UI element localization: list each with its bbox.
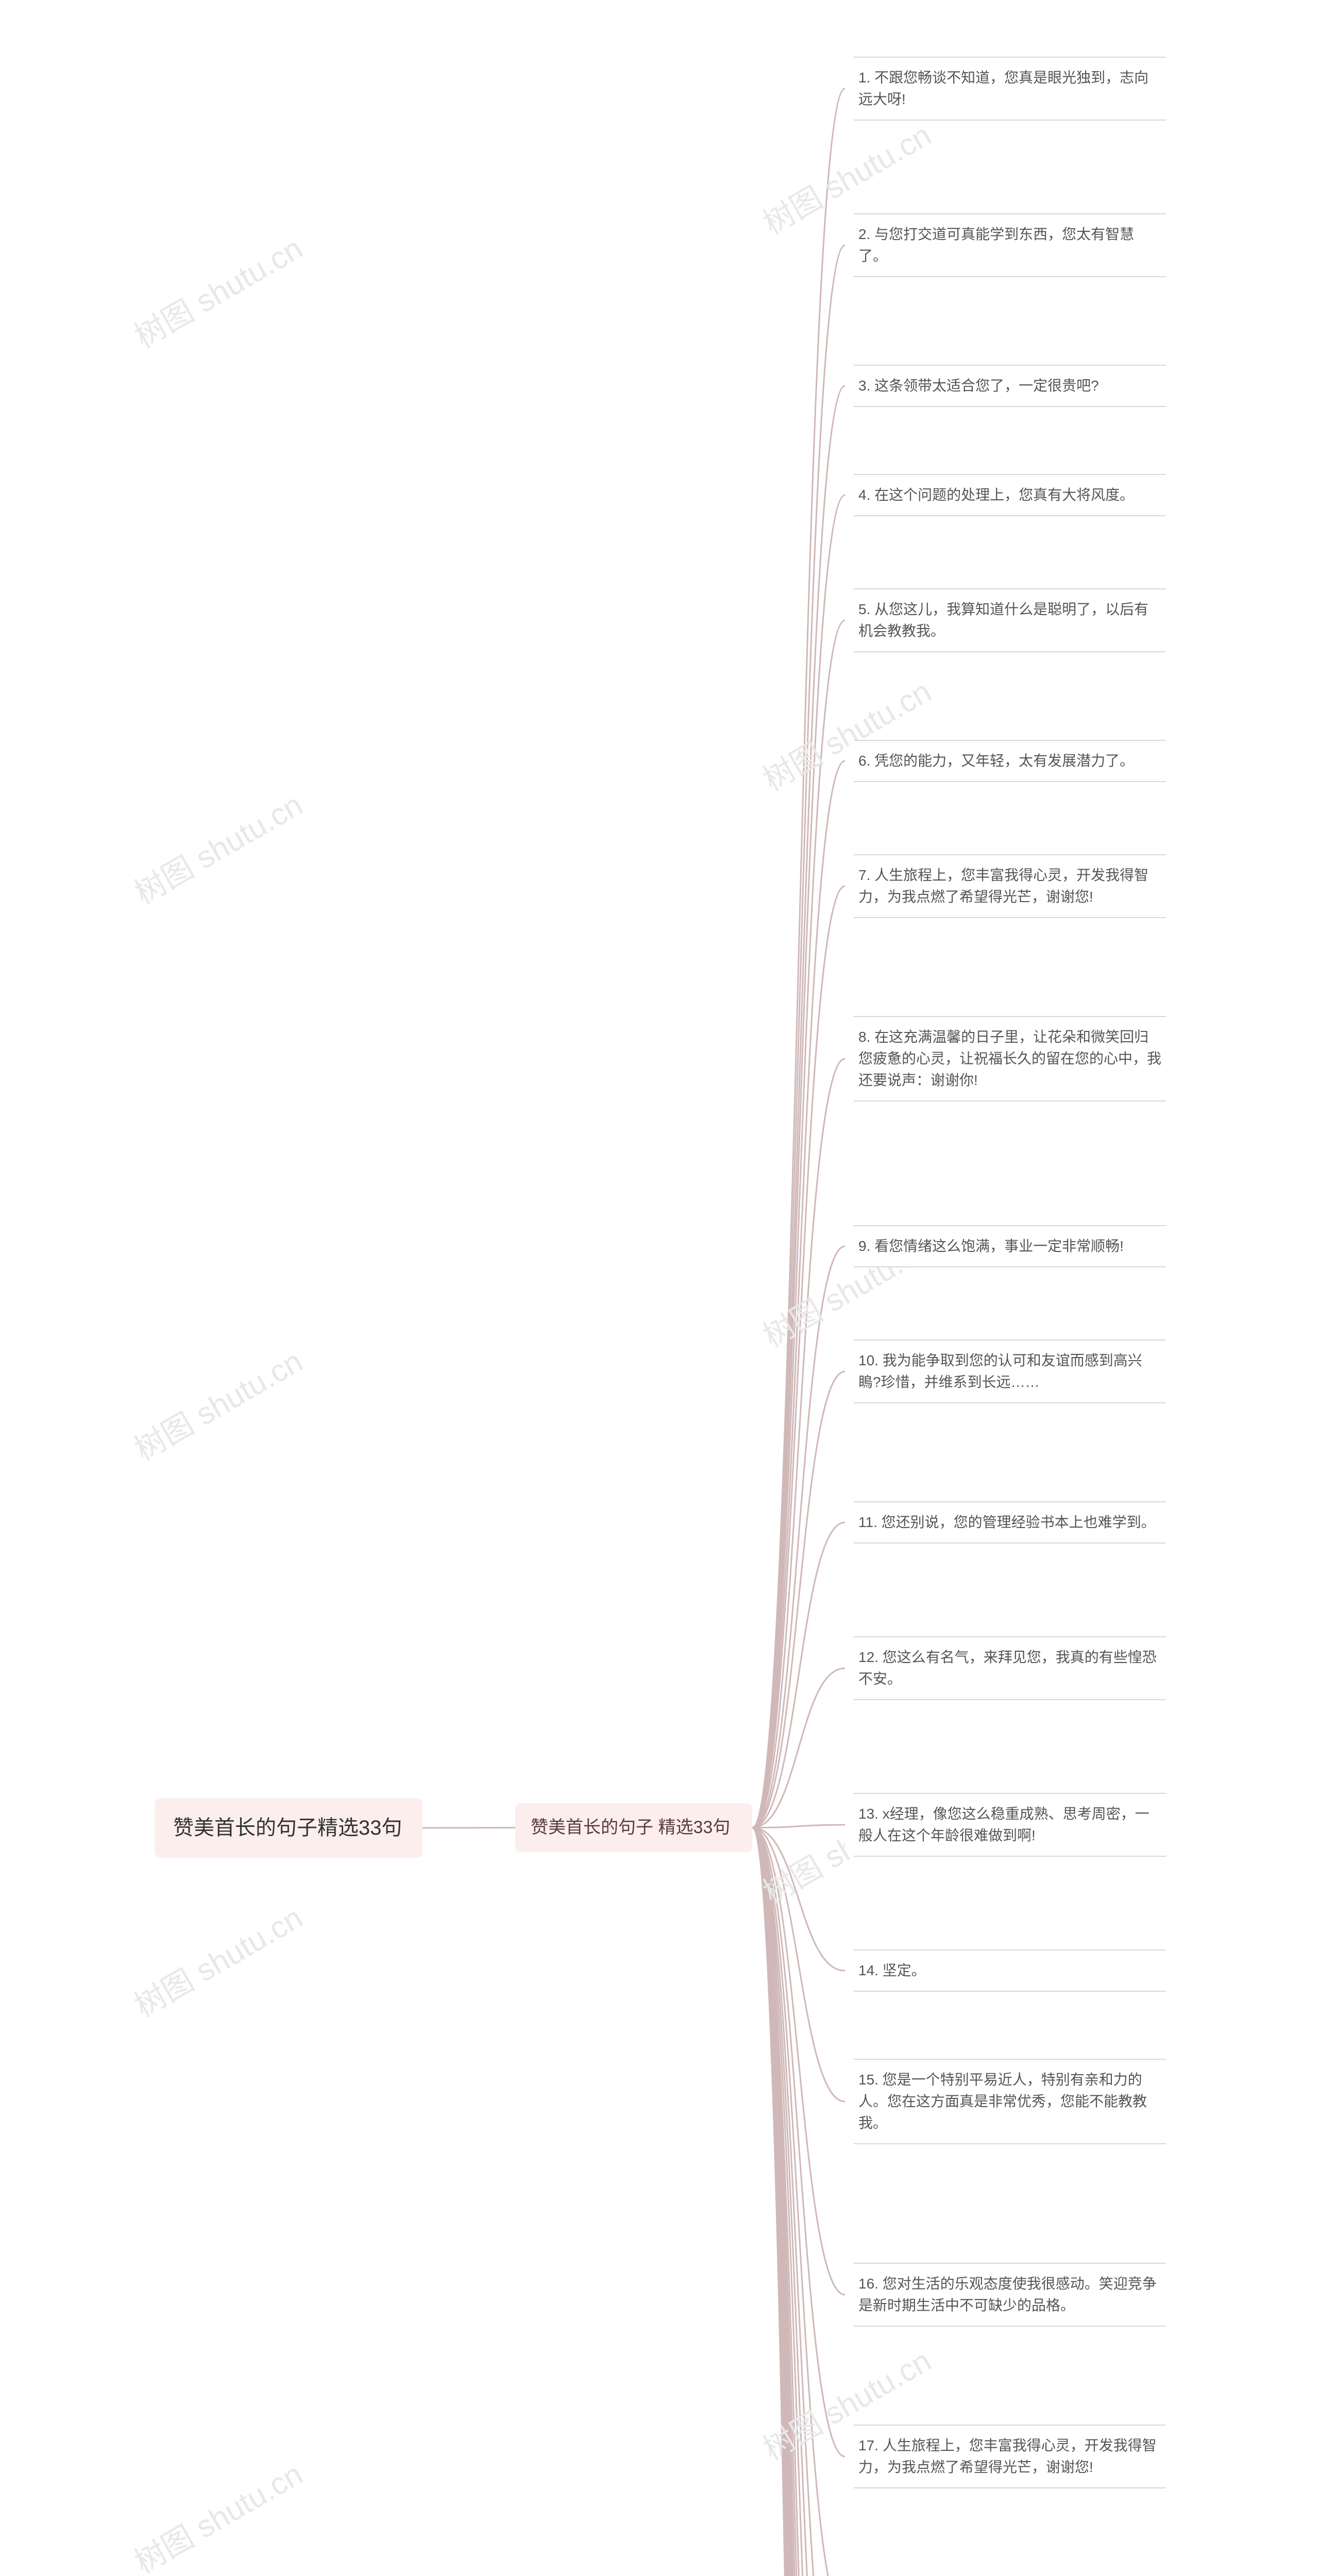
watermark-text: 树图 shutu.cn — [125, 2450, 310, 2576]
leaf-text: 1. 不跟您畅谈不知道，您真是眼光独到，志向远大呀! — [858, 67, 1161, 110]
leaf-node: 9. 看您情绪这么饱满，事业一定非常顺畅! — [845, 1225, 1175, 1267]
leaf-text: 17. 人生旅程上，您丰富我得心灵，开发我得智力，为我点燃了希望得光芒，谢谢您! — [858, 2435, 1161, 2478]
leaf-text: 9. 看您情绪这么饱满，事业一定非常顺畅! — [858, 1235, 1161, 1257]
leaf-text: 16. 您对生活的乐观态度使我很感动。笑迎竞争是新时期生活中不可缺少的品格。 — [858, 2273, 1161, 2316]
leaf-text: 6. 凭您的能力，又年轻，太有发展潜力了。 — [858, 750, 1161, 772]
leaf-node: 8. 在这充满温馨的日子里，让花朵和微笑回归您疲惫的心灵，让祝福长久的留在您的心… — [845, 1016, 1175, 1101]
leaf-text: 7. 人生旅程上，您丰富我得心灵，开发我得智力，为我点燃了希望得光芒，谢谢您! — [858, 865, 1161, 908]
leaf-node: 10. 我为能争取到您的认可和友谊而感到高兴瞗?珍惜，并维系到长远…… — [845, 1340, 1175, 1403]
leaf-node: 2. 与您打交道可真能学到东西，您太有智慧了。 — [845, 213, 1175, 277]
leaf-text: 13. x经理，像您这么稳重成熟、思考周密，一般人在这个年龄很难做到啊! — [858, 1803, 1161, 1846]
leaf-node: 15. 您是一个特别平易近人，特别有亲和力的人。您在这方面真是非常优秀，您能不能… — [845, 2059, 1175, 2144]
leaf-node: 5. 从您这儿，我算知道什么是聪明了，以后有机会教教我。 — [845, 588, 1175, 652]
leaf-node: 3. 这条领带太适合您了，一定很贵吧? — [845, 365, 1175, 407]
leaf-text: 15. 您是一个特别平易近人，特别有亲和力的人。您在这方面真是非常优秀，您能不能… — [858, 2069, 1161, 2134]
leaves-container: 1. 不跟您畅谈不知道，您真是眼光独到，志向远大呀!2. 与您打交道可真能学到东… — [0, 0, 330, 2022]
leaf-text: 11. 您还别说，您的管理经验书本上也难学到。 — [858, 1512, 1161, 1533]
leaf-text: 10. 我为能争取到您的认可和友谊而感到高兴瞗?珍惜，并维系到长远…… — [858, 1350, 1161, 1393]
leaf-node: 13. x经理，像您这么稳重成熟、思考周密，一般人在这个年龄很难做到啊! — [845, 1793, 1175, 1857]
leaf-node: 6. 凭您的能力，又年轻，太有发展潜力了。 — [845, 740, 1175, 782]
sub-node: 赞美首长的句子 精选33句 — [515, 1803, 752, 1852]
mindmap-container: 赞美首长的句子精选33句 赞美首长的句子 精选33句 1. 不跟您畅谈不知道，您… — [0, 0, 330, 2022]
leaf-node: 7. 人生旅程上，您丰富我得心灵，开发我得智力，为我点燃了希望得光芒，谢谢您! — [845, 854, 1175, 918]
leaf-node: 12. 您这么有名气，来拜见您，我真的有些惶恐不安。 — [845, 1636, 1175, 1700]
leaf-node: 16. 您对生活的乐观态度使我很感动。笑迎竞争是新时期生活中不可缺少的品格。 — [845, 2263, 1175, 2327]
leaf-node: 14. 坚定。 — [845, 1950, 1175, 1992]
leaf-node: 4. 在这个问题的处理上，您真有大将风度。 — [845, 474, 1175, 516]
leaf-node: 11. 您还别说，您的管理经验书本上也难学到。 — [845, 1501, 1175, 1544]
leaf-text: 14. 坚定。 — [858, 1960, 1161, 1981]
leaf-text: 5. 从您这儿，我算知道什么是聪明了，以后有机会教教我。 — [858, 599, 1161, 642]
leaf-text: 2. 与您打交道可真能学到东西，您太有智慧了。 — [858, 224, 1161, 267]
leaf-node: 17. 人生旅程上，您丰富我得心灵，开发我得智力，为我点燃了希望得光芒，谢谢您! — [845, 2425, 1175, 2488]
root-label: 赞美首长的句子精选33句 — [173, 1817, 402, 1839]
leaf-text: 4. 在这个问题的处理上，您真有大将风度。 — [858, 484, 1161, 506]
sub-label: 赞美首长的句子 精选33句 — [531, 1818, 730, 1837]
root-node: 赞美首长的句子精选33句 — [155, 1798, 422, 1858]
leaf-node: 1. 不跟您畅谈不知道，您真是眼光独到，志向远大呀! — [845, 57, 1175, 121]
leaf-text: 12. 您这么有名气，来拜见您，我真的有些惶恐不安。 — [858, 1647, 1161, 1690]
leaf-text: 3. 这条领带太适合您了，一定很贵吧? — [858, 375, 1161, 397]
leaf-text: 8. 在这充满温馨的日子里，让花朵和微笑回归您疲惫的心灵，让祝福长久的留在您的心… — [858, 1026, 1161, 1091]
